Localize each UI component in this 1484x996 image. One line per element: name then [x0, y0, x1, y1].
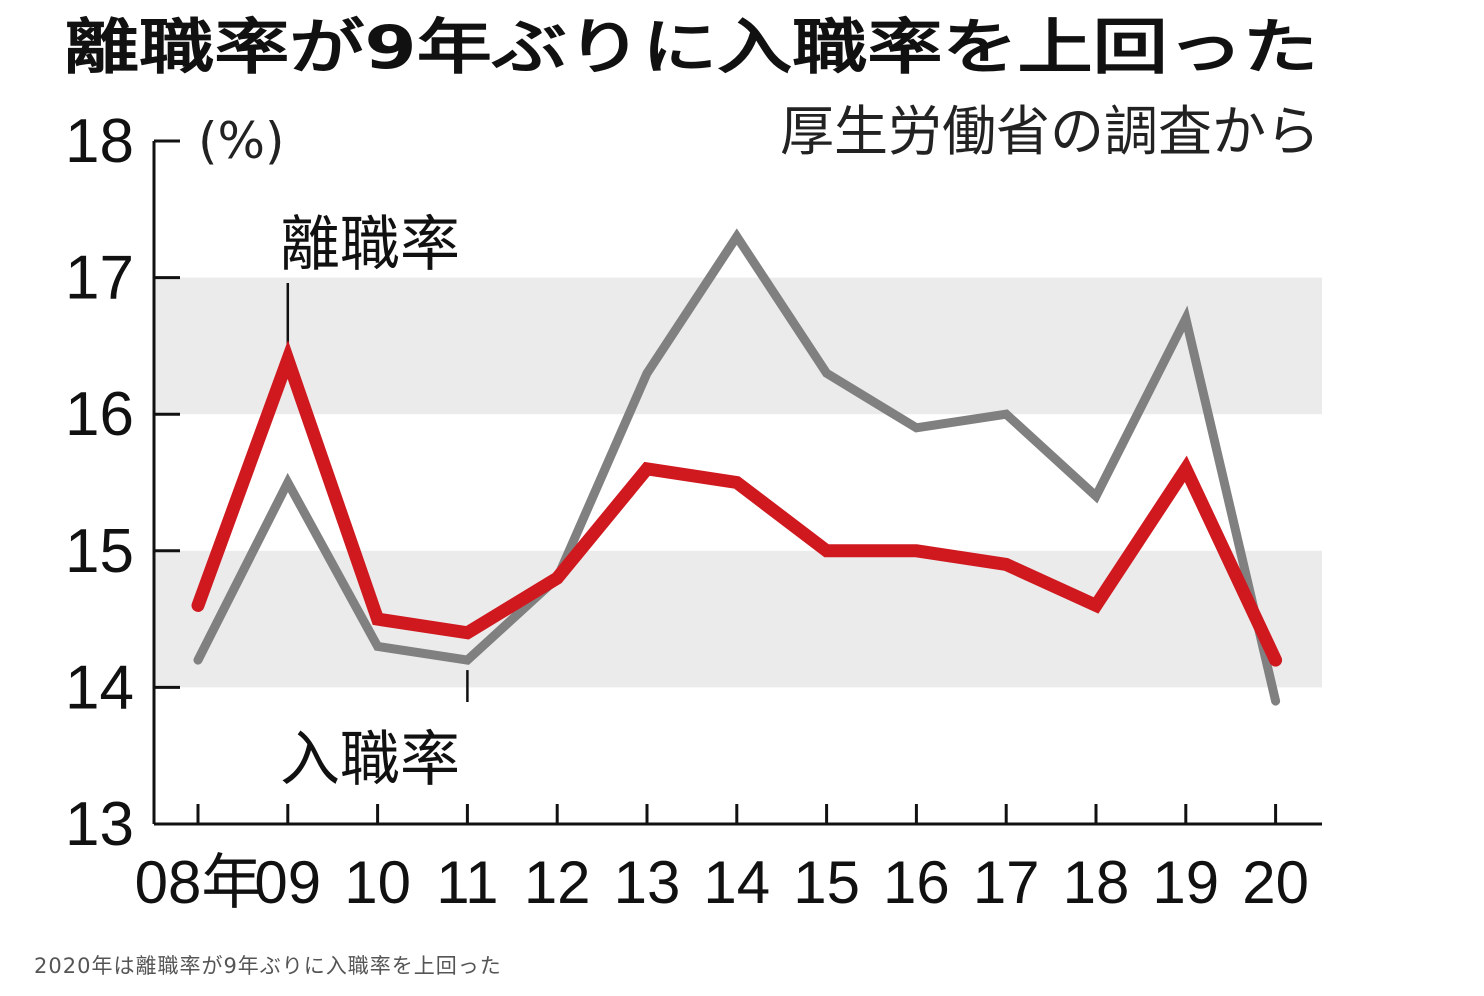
background-bands	[154, 277, 1322, 688]
x-tick-label: 10	[344, 849, 411, 916]
band-0	[154, 550, 1322, 688]
x-tick-label: 09	[254, 849, 321, 916]
y-tick-label: 17	[65, 244, 134, 313]
chart-title: 離職率が9年ぶりに入職率を上回った	[64, 13, 1318, 83]
chart-subtitle: 厚生労働省の調査から	[780, 100, 1320, 163]
x-tick-label: 16	[883, 849, 950, 916]
x-tick-label: 17	[973, 849, 1040, 916]
y-tick-label: 16	[65, 380, 134, 449]
x-tick-label: 20	[1242, 849, 1309, 916]
figure-caption: 2020年は離職率が9年ぶりに入職率を上回った	[34, 954, 502, 978]
y-tick-labels: 13 14 15 16 17 18	[65, 107, 134, 859]
y-tick-label: 14	[65, 653, 134, 722]
x-tick-label: 13	[614, 849, 681, 916]
x-tick-label: 19	[1152, 849, 1219, 916]
axes	[152, 139, 1322, 826]
series-label-1: 入職率	[280, 725, 460, 795]
series-line-0	[193, 228, 1281, 706]
x-tick-label: 08年	[135, 849, 262, 916]
x-tick-label: 11	[436, 849, 498, 916]
series-lines	[191, 228, 1283, 706]
y-tick-label: 15	[65, 517, 134, 586]
x-tick-label: 15	[793, 849, 860, 916]
series-label-0: 離職率	[280, 210, 460, 280]
y-tick-label: 18	[65, 107, 134, 176]
y-axis-unit: (%)	[198, 112, 285, 170]
series-line-1	[191, 340, 1283, 667]
y-tick-label: 13	[65, 790, 134, 859]
x-tick-label: 14	[703, 849, 770, 916]
x-tick-label: 18	[1063, 849, 1130, 916]
line-chart: 離職率が9年ぶりに入職率を上回った 厚生労働省の調査から (%) 1314151…	[64, 13, 1322, 916]
x-tick-label: 12	[524, 849, 591, 916]
band-1	[154, 277, 1322, 415]
